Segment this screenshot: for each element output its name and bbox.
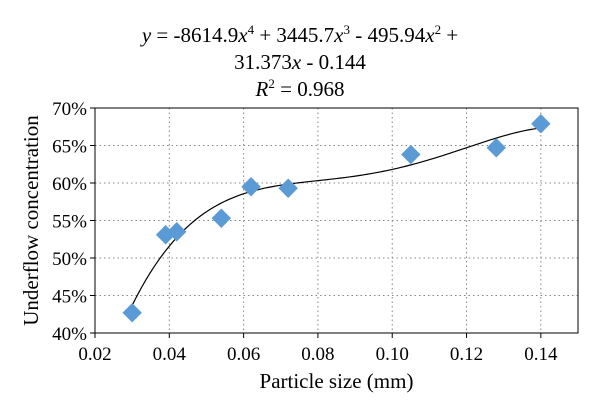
- eq-coef-3: + 3445.7: [254, 23, 335, 47]
- x-tick-label: 0.08: [301, 344, 334, 365]
- eq-coef-1: 31.373: [234, 50, 292, 74]
- data-point-diamond: [241, 177, 261, 197]
- eq-coef-0: - 0.144: [301, 50, 366, 74]
- r2-value: = 0.968: [274, 77, 345, 101]
- data-point-diamond: [401, 144, 421, 165]
- y-tick-label: 65%: [52, 137, 87, 158]
- y-tick-label: 40%: [52, 324, 87, 345]
- y-tick-label: 45%: [52, 287, 87, 308]
- r2-exponent: 2: [268, 76, 275, 91]
- trendline-curve: [131, 127, 541, 306]
- data-point-diamond: [486, 138, 506, 158]
- eq-coef-2: - 495.94: [350, 23, 426, 47]
- eq-x-var-1: x: [291, 50, 302, 74]
- r2-r-symbol: R: [255, 77, 269, 101]
- eq-exp-4: 4: [247, 22, 255, 37]
- eq-exp-2: 2: [434, 22, 442, 37]
- y-tick-label: 60%: [52, 174, 87, 195]
- data-point-diamond: [531, 114, 551, 134]
- eq-x-var-2: x: [425, 23, 435, 47]
- x-tick-label: 0.02: [78, 344, 111, 365]
- data-point-diamond: [278, 178, 298, 198]
- eq-x-var-4: x: [238, 23, 248, 47]
- x-tick-label: 0.10: [376, 344, 409, 365]
- x-tick-label: 0.12: [450, 344, 483, 365]
- x-tick-label: 0.04: [153, 344, 187, 365]
- trendline-equation-line-1: y = -8614.9x4 + 3445.7x3 - 495.94x2 +: [0, 23, 600, 48]
- eq-tail-plus: +: [441, 23, 459, 47]
- y-tick-label: 55%: [52, 212, 87, 233]
- y-axis-label: Underflow concentration: [19, 115, 43, 326]
- data-points: [122, 114, 551, 323]
- eq-y-var: y: [141, 23, 152, 47]
- eq-coef-4: = -8614.9: [151, 23, 239, 47]
- y-tick-label: 50%: [52, 249, 87, 270]
- eq-exp-3: 3: [343, 22, 351, 37]
- trendline-equation-line-2: 31.373x - 0.144: [0, 50, 600, 75]
- r-squared-label: R2 = 0.968: [0, 77, 600, 102]
- data-point-diamond: [211, 208, 232, 228]
- grid: [95, 108, 578, 333]
- data-point-diamond: [122, 303, 142, 323]
- y-tick-label: 70%: [52, 99, 87, 120]
- y-axis-ticks: 40% 45% 50% 55% 60% 65% 70%: [52, 99, 95, 345]
- eq-x-var-3: x: [334, 23, 344, 47]
- x-tick-label: 0.14: [524, 344, 558, 365]
- x-axis-label: Particle size (mm): [260, 369, 414, 393]
- x-tick-label: 0.06: [227, 344, 260, 365]
- x-axis-ticks: 0.02 0.04 0.06 0.08 0.10 0.12 0.14: [78, 333, 558, 365]
- data-point-diamond: [167, 222, 187, 242]
